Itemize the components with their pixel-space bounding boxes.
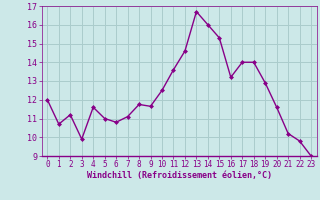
X-axis label: Windchill (Refroidissement éolien,°C): Windchill (Refroidissement éolien,°C): [87, 171, 272, 180]
